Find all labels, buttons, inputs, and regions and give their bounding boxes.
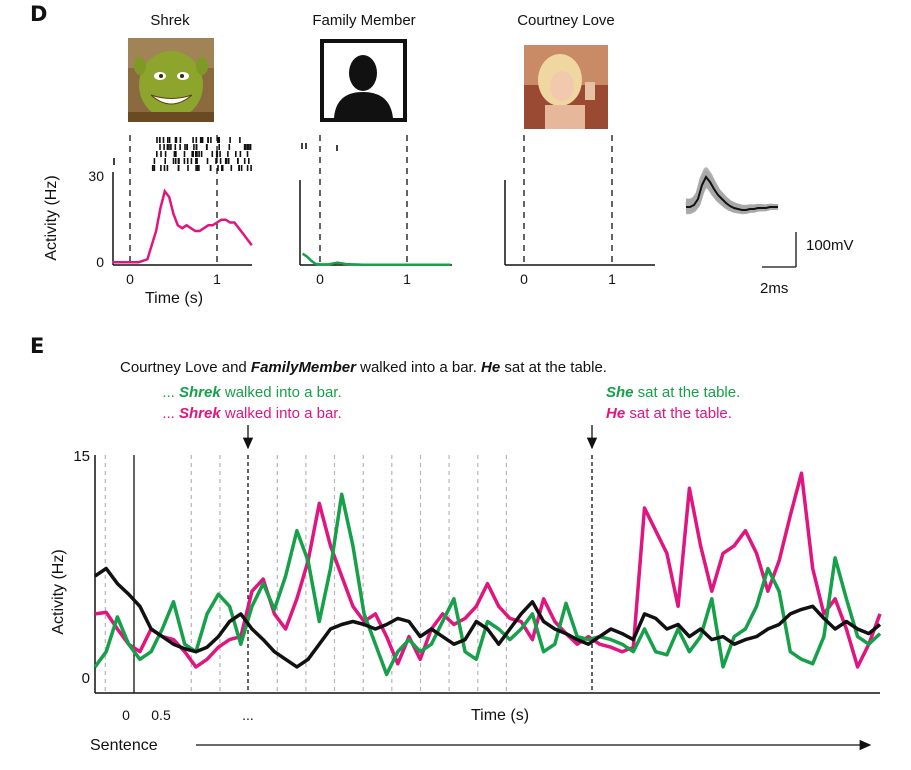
stimulus-title-family: Family Member — [312, 12, 415, 29]
e-series-line-0 — [94, 471, 882, 669]
d-x-axis-label: Time (s) — [145, 290, 203, 307]
e-series-line-2 — [94, 566, 882, 669]
annot-left-pink: ... Shrek walked into a bar. — [162, 405, 341, 422]
d-y-axis-label: Activity (Hz) — [43, 175, 60, 260]
scale-label-voltage: 100mV — [806, 237, 854, 254]
raster-shrek — [113, 137, 252, 171]
family-x-tick-1: 1 — [403, 271, 411, 287]
panel-letter-d: D — [30, 2, 47, 26]
e-x-tick-0: 0 — [122, 707, 130, 723]
scale-label-time: 2ms — [760, 280, 788, 297]
y-tick-30: 30 — [88, 168, 104, 184]
series-line-family — [301, 252, 451, 266]
shrek-x-tick-1: 1 — [213, 271, 221, 287]
silhouette-portrait — [320, 39, 407, 122]
stimulus-title-shrek: Shrek — [150, 12, 190, 29]
stimulus-title-courtney: Courtney Love — [517, 12, 615, 29]
series-line-shrek — [112, 188, 253, 264]
e-y-axis-label: Activity (Hz) — [50, 549, 67, 634]
axes-family — [299, 135, 452, 266]
sentence-line: Courtney Love and FamilyMember walked in… — [120, 359, 607, 376]
y-tick-0: 0 — [96, 254, 104, 270]
axes-courtney — [504, 135, 655, 266]
spike-waveform — [685, 167, 779, 215]
e-x-tick-ellipsis: ... — [242, 707, 254, 723]
e-x-axis-label: Time (s) — [471, 707, 529, 724]
sentence-axis-label: Sentence — [90, 737, 158, 754]
shrek-photo — [128, 38, 214, 122]
raster-family — [301, 143, 338, 151]
e-y-tick-0: 0 — [82, 670, 90, 687]
courtney-love-photo — [524, 45, 608, 129]
e-y-tick-15: 15 — [73, 448, 90, 465]
family-x-tick-0: 0 — [316, 271, 324, 287]
annot-right-pink: He sat at the table. — [606, 405, 732, 422]
e-x-tick-05: 0.5 — [151, 707, 171, 723]
courtney-x-tick-1: 1 — [608, 271, 616, 287]
waveform-mean — [686, 175, 778, 211]
panel-letter-e: E — [30, 334, 44, 358]
e-series-line-1 — [93, 492, 882, 677]
annot-right-green: She sat at the table. — [606, 384, 740, 401]
courtney-x-tick-0: 0 — [520, 271, 528, 287]
annot-left-green: ... Shrek walked into a bar. — [162, 384, 341, 401]
axes-shrek — [112, 135, 252, 266]
shrek-x-tick-0: 0 — [126, 271, 134, 287]
e-series-lines — [93, 471, 882, 677]
